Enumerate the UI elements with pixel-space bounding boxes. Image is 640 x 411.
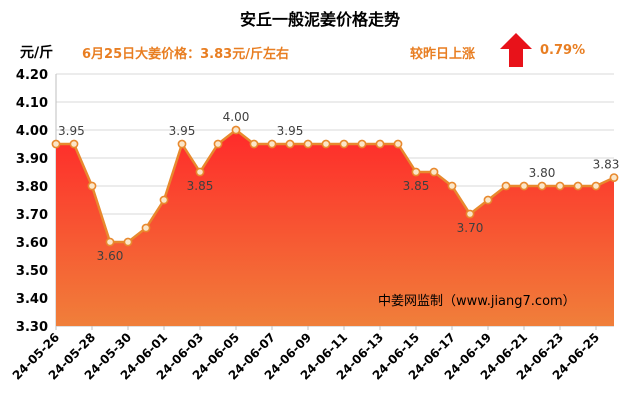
data-point bbox=[123, 237, 133, 247]
y-tick-label: 3.40 bbox=[16, 292, 48, 307]
change-label: 较昨日上涨 bbox=[410, 47, 476, 62]
data-label: 3.95 bbox=[169, 124, 196, 138]
y-unit-label: 元/斤 bbox=[20, 45, 54, 61]
data-label: 3.80 bbox=[529, 166, 556, 180]
data-point bbox=[483, 195, 493, 205]
data-point bbox=[339, 139, 349, 149]
data-point bbox=[555, 181, 565, 191]
x-axis-ticks: 24-05-2624-05-2824-05-3024-06-0124-06-03… bbox=[10, 326, 602, 383]
y-tick-label: 4.20 bbox=[16, 68, 48, 83]
data-point bbox=[303, 139, 313, 149]
data-point bbox=[177, 139, 187, 149]
data-point bbox=[609, 173, 619, 182]
data-point bbox=[231, 125, 241, 135]
data-label: 3.70 bbox=[457, 221, 484, 235]
data-point bbox=[357, 139, 367, 149]
data-point bbox=[321, 139, 331, 149]
data-point bbox=[393, 139, 403, 149]
data-point bbox=[267, 139, 277, 149]
data-label: 3.85 bbox=[403, 179, 430, 193]
data-label: 3.85 bbox=[187, 179, 214, 193]
data-point bbox=[447, 181, 457, 191]
y-axis-ticks: 3.30 3.40 3.50 3.60 3.70 3.80 3.90 4.00 4.10 4.20 bbox=[16, 68, 48, 335]
y-tick-label: 3.50 bbox=[16, 264, 48, 279]
y-tick-label: 3.70 bbox=[16, 208, 48, 223]
data-point bbox=[69, 139, 79, 149]
data-label: 3.95 bbox=[58, 124, 85, 138]
data-label: 3.83 bbox=[593, 158, 620, 172]
data-point bbox=[465, 209, 475, 219]
data-label: 3.60 bbox=[97, 249, 124, 263]
data-labels: 3.95 3.60 3.95 3.85 4.00 3.95 3.85 3.70 3.80 3.83 bbox=[58, 110, 619, 263]
y-tick-label: 4.00 bbox=[16, 124, 48, 139]
data-point bbox=[87, 181, 97, 191]
data-label: 3.95 bbox=[277, 124, 304, 138]
data-label: 4.00 bbox=[223, 110, 250, 124]
y-tick-label: 3.90 bbox=[16, 152, 48, 167]
data-point bbox=[105, 237, 115, 247]
data-point bbox=[519, 181, 529, 191]
y-tick-label: 3.80 bbox=[16, 180, 48, 195]
data-point bbox=[141, 223, 151, 233]
price-area bbox=[56, 130, 614, 326]
data-point bbox=[249, 139, 259, 149]
data-point bbox=[51, 139, 61, 149]
data-point bbox=[195, 167, 205, 177]
data-point bbox=[375, 139, 385, 149]
chart-title: 安丘一般泥姜价格走势 bbox=[239, 10, 400, 29]
data-point bbox=[213, 139, 223, 149]
y-tick-label: 3.30 bbox=[16, 320, 48, 335]
change-percent: 0.79% bbox=[540, 43, 586, 58]
y-tick-label: 4.10 bbox=[16, 96, 48, 111]
data-point bbox=[285, 139, 295, 149]
data-point bbox=[429, 167, 439, 177]
data-markers bbox=[51, 125, 619, 247]
up-arrow-icon bbox=[500, 33, 532, 67]
data-point bbox=[573, 181, 583, 191]
data-point bbox=[501, 181, 511, 191]
y-tick-label: 3.60 bbox=[16, 236, 48, 251]
data-point bbox=[159, 195, 169, 205]
data-point bbox=[537, 181, 547, 191]
watermark: 中姜网监制（www.jiang7.com） bbox=[378, 294, 576, 309]
price-headline: 6月25日大姜价格：3.83元/斤左右 bbox=[82, 47, 289, 62]
data-point bbox=[411, 167, 421, 177]
data-point bbox=[591, 181, 601, 191]
